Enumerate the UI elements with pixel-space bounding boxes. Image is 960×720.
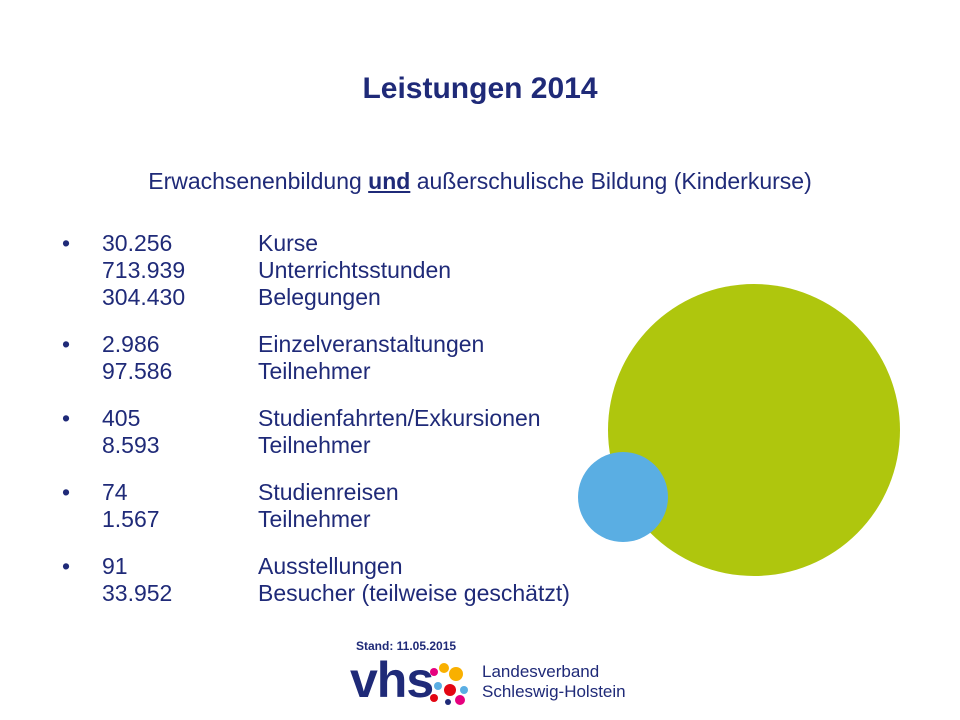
stat-label: Unterrichtsstunden xyxy=(258,257,452,283)
stat-label: Teilnehmer xyxy=(258,506,371,532)
page-title: Leistungen 2014 xyxy=(362,72,598,105)
list-item: • 405 Studienfahrten/Exkursionen 8.593 Tei… xyxy=(62,405,682,459)
logo-line1: Landesverband xyxy=(482,662,600,681)
blue-circle-decoration xyxy=(578,452,668,542)
stat-value: 304.430 xyxy=(102,284,186,310)
stat-label: Teilnehmer xyxy=(258,432,371,458)
stat-row: 97.586 Teilnehmer xyxy=(62,358,682,385)
bullet-icon: • xyxy=(62,405,71,431)
stat-value: 1.567 xyxy=(102,506,160,532)
stat-row: 405 Studienfahrten/Exkursionen xyxy=(62,405,682,432)
stat-row: 91 Ausstellungen xyxy=(62,553,682,580)
logo-line2: Schleswig-Holstein xyxy=(482,682,626,701)
stat-label: Belegungen xyxy=(258,284,381,310)
stat-value: 33.952 xyxy=(102,580,173,606)
vhs-logo: vhs Landesverband Schleswig-Holstein xyxy=(350,652,650,708)
bullet-icon: • xyxy=(62,230,71,256)
green-circle-decoration xyxy=(608,284,900,576)
stat-row: 1.567 Teilnehmer xyxy=(62,506,682,533)
stat-row: 2.986 Einzelveranstaltungen xyxy=(62,331,682,358)
stat-row: 74 Studienreisen xyxy=(62,479,682,506)
list-item: • 2.986 Einzelveranstaltungen 97.586 Teiln… xyxy=(62,331,682,385)
stat-row: 33.952 Besucher (teilweise geschätzt) xyxy=(62,580,682,607)
stat-label: Einzelveranstaltungen xyxy=(258,331,485,357)
bullet-icon: • xyxy=(62,331,71,357)
stat-row: 304.430 Belegungen xyxy=(62,284,682,311)
stat-value: 2.986 xyxy=(102,331,160,357)
logo-text: Landesverband Schleswig-Holstein xyxy=(482,662,626,702)
subtitle: Erwachsenenbildung und außerschulische B… xyxy=(0,168,960,195)
statistics-list: • 30.256 Kurse 713.939 Unterrichtsstunden … xyxy=(62,230,682,627)
bullet-icon: • xyxy=(62,553,71,579)
stat-row: 713.939 Unterrichtsstunden xyxy=(62,257,682,284)
stat-value: 8.593 xyxy=(102,432,160,458)
stat-row: 8.593 Teilnehmer xyxy=(62,432,682,459)
stat-value: 97.586 xyxy=(102,358,173,384)
logo-mark: vhs xyxy=(350,652,434,708)
stat-row: 30.256 Kurse xyxy=(62,230,682,257)
stat-label: Besucher (teilweise geschätzt) xyxy=(258,580,570,606)
stat-label: Teilnehmer xyxy=(258,358,371,384)
list-item: • 74 Studienreisen 1.567 Teilnehmer xyxy=(62,479,682,533)
dots-icon xyxy=(430,663,468,705)
stat-label: Kurse xyxy=(258,230,319,256)
stand-date: Stand: 11.05.2015 xyxy=(356,639,457,653)
subtitle-part2: außerschulische Bildung (Kinderkurse) xyxy=(410,168,812,194)
stat-value: 91 xyxy=(102,553,128,579)
bullet-icon: • xyxy=(62,479,71,505)
stat-label: Studienfahrten/Exkursionen xyxy=(258,405,541,431)
subtitle-part1: Erwachsenenbildung xyxy=(148,168,369,194)
subtitle-emphasis: und xyxy=(368,168,411,194)
stat-value: 405 xyxy=(102,405,141,431)
list-item: • 91 Ausstellungen 33.952 Besucher (teilwe… xyxy=(62,553,682,607)
list-item: • 30.256 Kurse 713.939 Unterrichtsstunden … xyxy=(62,230,682,311)
stat-label: Ausstellungen xyxy=(258,553,403,579)
stat-value: 74 xyxy=(102,479,128,505)
stat-value: 30.256 xyxy=(102,230,173,256)
stat-label: Studienreisen xyxy=(258,479,399,505)
stat-value: 713.939 xyxy=(102,257,186,283)
